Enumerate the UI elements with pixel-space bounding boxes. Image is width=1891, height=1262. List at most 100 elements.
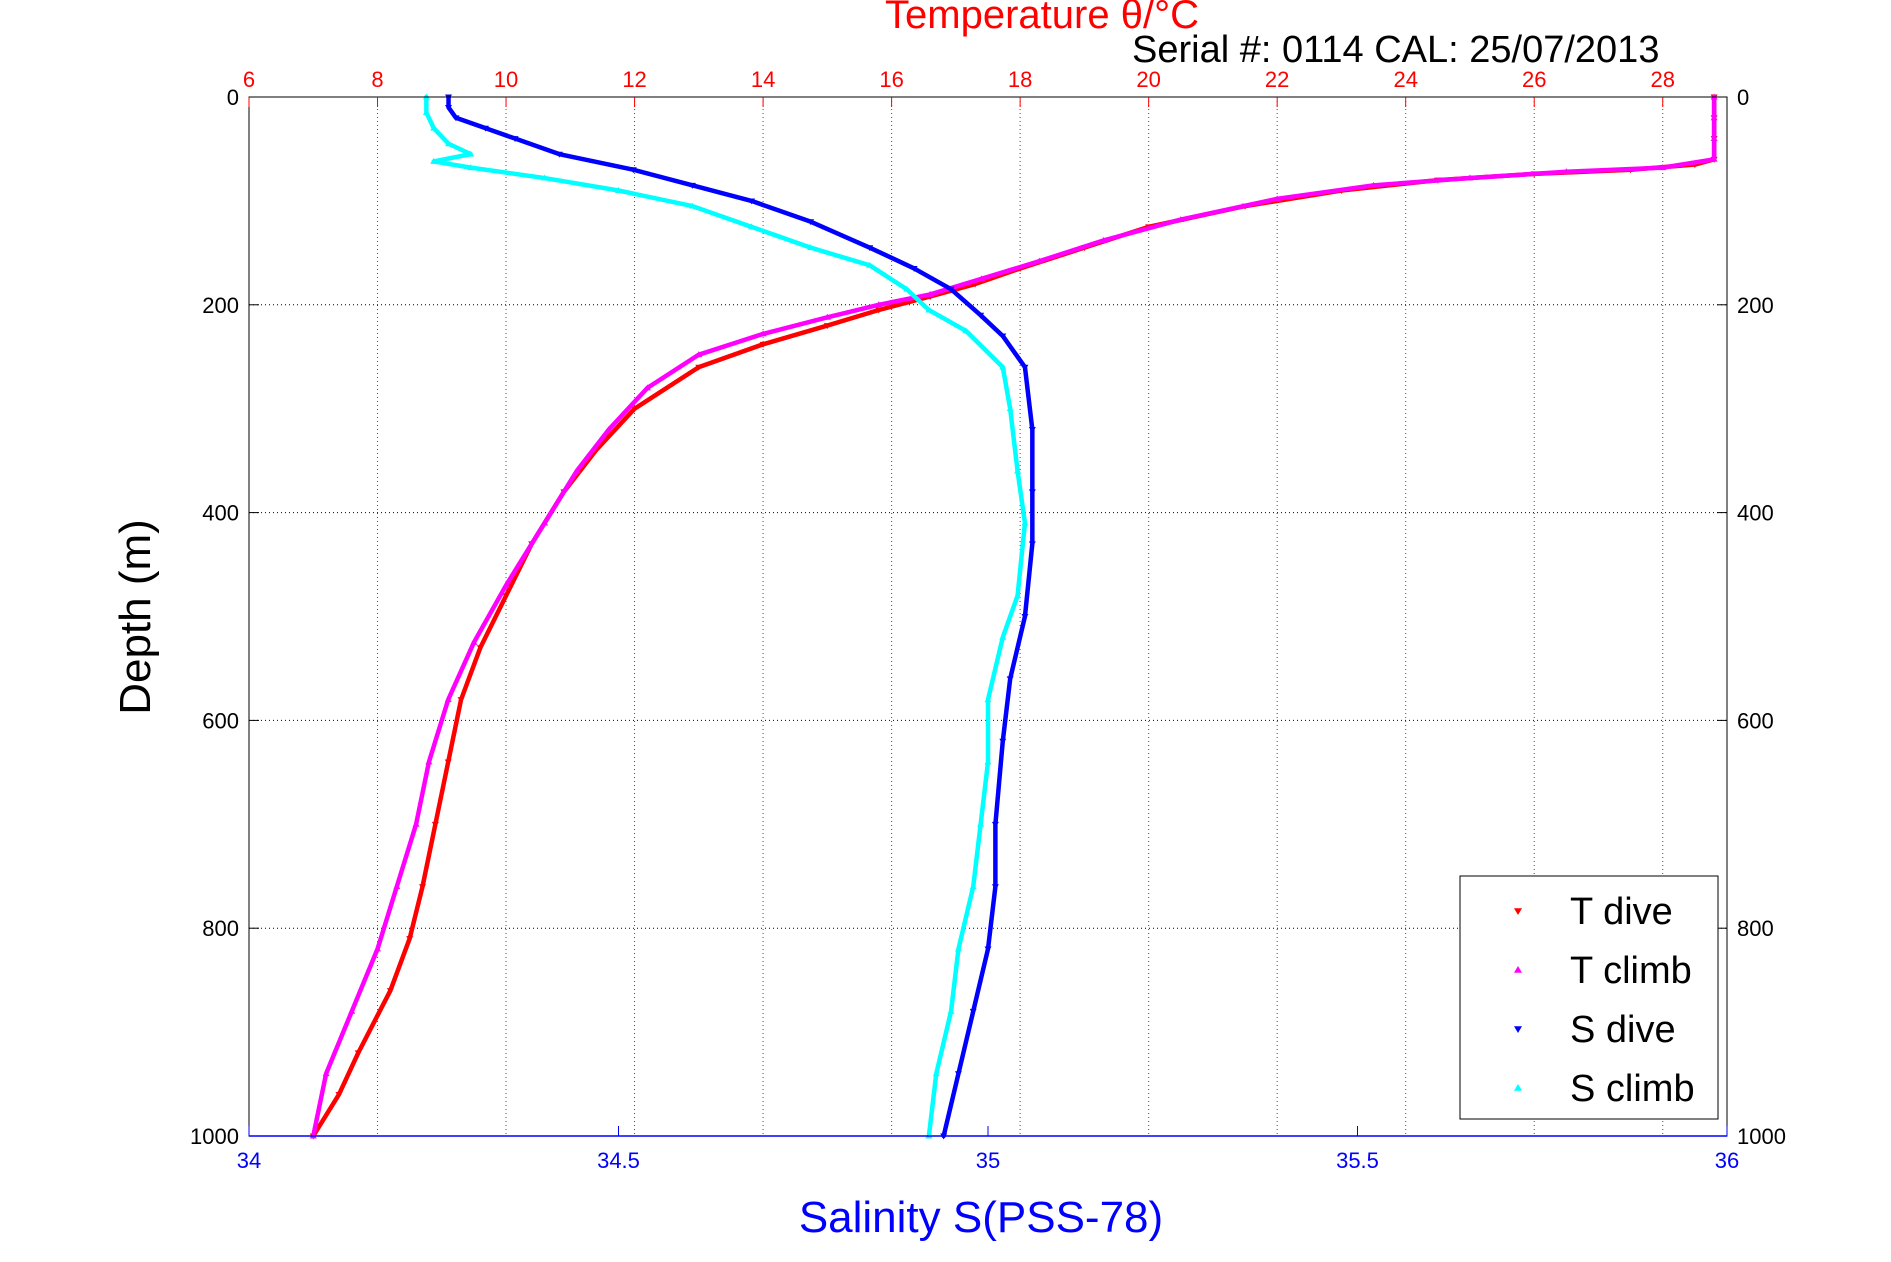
data-point-s-dive (1028, 541, 1036, 548)
data-point-t-dive (823, 323, 831, 330)
data-point-t-dive (875, 307, 883, 314)
right-depth-tick-label: 200 (1737, 293, 1774, 318)
data-point-s-climb (445, 140, 453, 147)
legend-box (1459, 875, 1719, 1120)
data-point-s-climb (422, 93, 430, 100)
data-point-t-dive (335, 1091, 343, 1098)
data-point-t-climb (412, 820, 420, 827)
series-line-s-climb (424, 94, 1028, 1139)
data-point-s-dive (977, 312, 985, 319)
left-depth-tick-label: 800 (202, 916, 239, 941)
data-point-s-climb (430, 157, 438, 164)
data-point-t-dive (759, 341, 767, 348)
data-point-t-climb (759, 330, 767, 337)
top-tick-label: 20 (1136, 67, 1160, 92)
data-point-t-climb (643, 384, 651, 391)
right-depth-tick-label: 0 (1737, 85, 1749, 110)
top-tick-label: 8 (371, 67, 383, 92)
legend-marker (1514, 966, 1522, 973)
bottom-axis-label: Salinity S(PSS-78) (799, 1193, 1163, 1242)
data-point-s-dive (866, 245, 874, 252)
top-tick-label: 24 (1393, 67, 1417, 92)
data-point-s-climb (984, 758, 992, 765)
top-tick-label: 14 (751, 67, 775, 92)
data-point-s-dive (969, 1008, 977, 1015)
top-tick-label: 12 (622, 67, 646, 92)
data-point-t-climb (605, 425, 613, 432)
data-point-s-climb (999, 633, 1007, 640)
data-point-s-climb (1014, 592, 1022, 599)
data-point-s-climb (1021, 519, 1029, 526)
data-point-t-dive (431, 821, 439, 828)
data-point-t-climb (541, 519, 549, 526)
data-point-s-dive (1028, 427, 1036, 433)
legend-label: S climb (1570, 1068, 1695, 1110)
data-point-t-climb (1100, 236, 1108, 243)
data-point-t-climb (322, 1070, 330, 1077)
data-point-t-climb (875, 301, 883, 308)
legend-label: T dive (1570, 891, 1673, 933)
data-point-t-climb (1177, 216, 1185, 223)
data-point-t-dive (476, 645, 484, 652)
data-point-t-climb (1710, 93, 1718, 100)
legend-label: S dive (1570, 1009, 1676, 1051)
data-point-t-dive (406, 936, 414, 943)
data-point-s-climb (962, 327, 970, 334)
data-point-s-climb (977, 820, 985, 827)
data-point-s-climb (615, 187, 622, 193)
data-point-t-climb (823, 313, 831, 320)
top-tick-label: 10 (494, 67, 518, 92)
left-depth-tick-label: 200 (202, 293, 239, 318)
data-point-s-dive (511, 136, 519, 143)
chart-subtitle: Serial #: 0114 CAL: 25/07/2013 (1132, 29, 1659, 71)
legend-marker (1514, 1084, 1522, 1091)
top-axis-title: Temperature θ/°C (885, 0, 1199, 37)
data-point-s-dive (1028, 489, 1036, 496)
data-point-s-climb (430, 124, 438, 131)
legend-marker (1514, 908, 1522, 915)
data-point-t-climb (1710, 135, 1718, 142)
bottom-tick-label: 35.5 (1336, 1148, 1379, 1173)
data-point-t-climb (348, 1007, 356, 1014)
bottom-tick-label: 36 (1715, 1148, 1739, 1173)
data-point-s-dive (452, 115, 460, 122)
data-point-s-dive (999, 738, 1007, 745)
data-point-t-climb (1710, 114, 1718, 121)
top-tick-label: 28 (1650, 67, 1674, 92)
data-point-t-climb (470, 638, 478, 645)
data-point-t-climb (1562, 168, 1570, 175)
right-depth-tick-label: 600 (1737, 708, 1774, 733)
top-tick-label: 16 (879, 67, 903, 92)
axes-layer: 6 8 10 12 14 16 18 20 22 24 26 28 0 0 200 200 400 400 600 6… (190, 67, 1786, 1173)
bottom-tick-label: 35 (976, 1148, 1000, 1173)
data-point-s-climb (954, 945, 962, 952)
data-point-t-dive (457, 697, 465, 704)
data-point-s-climb (1014, 467, 1022, 474)
data-point-t-climb (695, 351, 703, 358)
data-point-t-dive (502, 593, 510, 600)
data-point-t-climb (978, 275, 986, 282)
data-point-s-climb (688, 202, 696, 209)
data-point-s-climb (903, 285, 911, 292)
data-point-s-dive (1021, 364, 1029, 371)
right-depth-tick-label: 400 (1737, 501, 1774, 526)
data-point-t-dive (354, 1050, 362, 1057)
data-point-s-climb (467, 150, 475, 157)
right-depth-tick-label: 1000 (1737, 1124, 1786, 1149)
top-tick-label: 22 (1265, 67, 1289, 92)
series-line-t-climb (311, 94, 1717, 1139)
data-point-t-dive (386, 988, 394, 995)
data-point-s-dive (1006, 676, 1014, 683)
legend: T dive T climb S dive S climb (1459, 875, 1719, 1120)
data-point-t-climb (393, 883, 401, 890)
data-point-s-climb (984, 696, 992, 703)
data-point-s-climb (925, 306, 933, 313)
left-depth-tick-label: 0 (227, 85, 239, 110)
data-point-t-dive (631, 406, 639, 413)
data-point-s-dive (991, 821, 999, 828)
data-point-t-climb (1710, 155, 1718, 162)
data-point-t-climb (1370, 181, 1378, 188)
data-point-s-dive (748, 198, 756, 205)
data-point-t-dive (419, 884, 427, 891)
